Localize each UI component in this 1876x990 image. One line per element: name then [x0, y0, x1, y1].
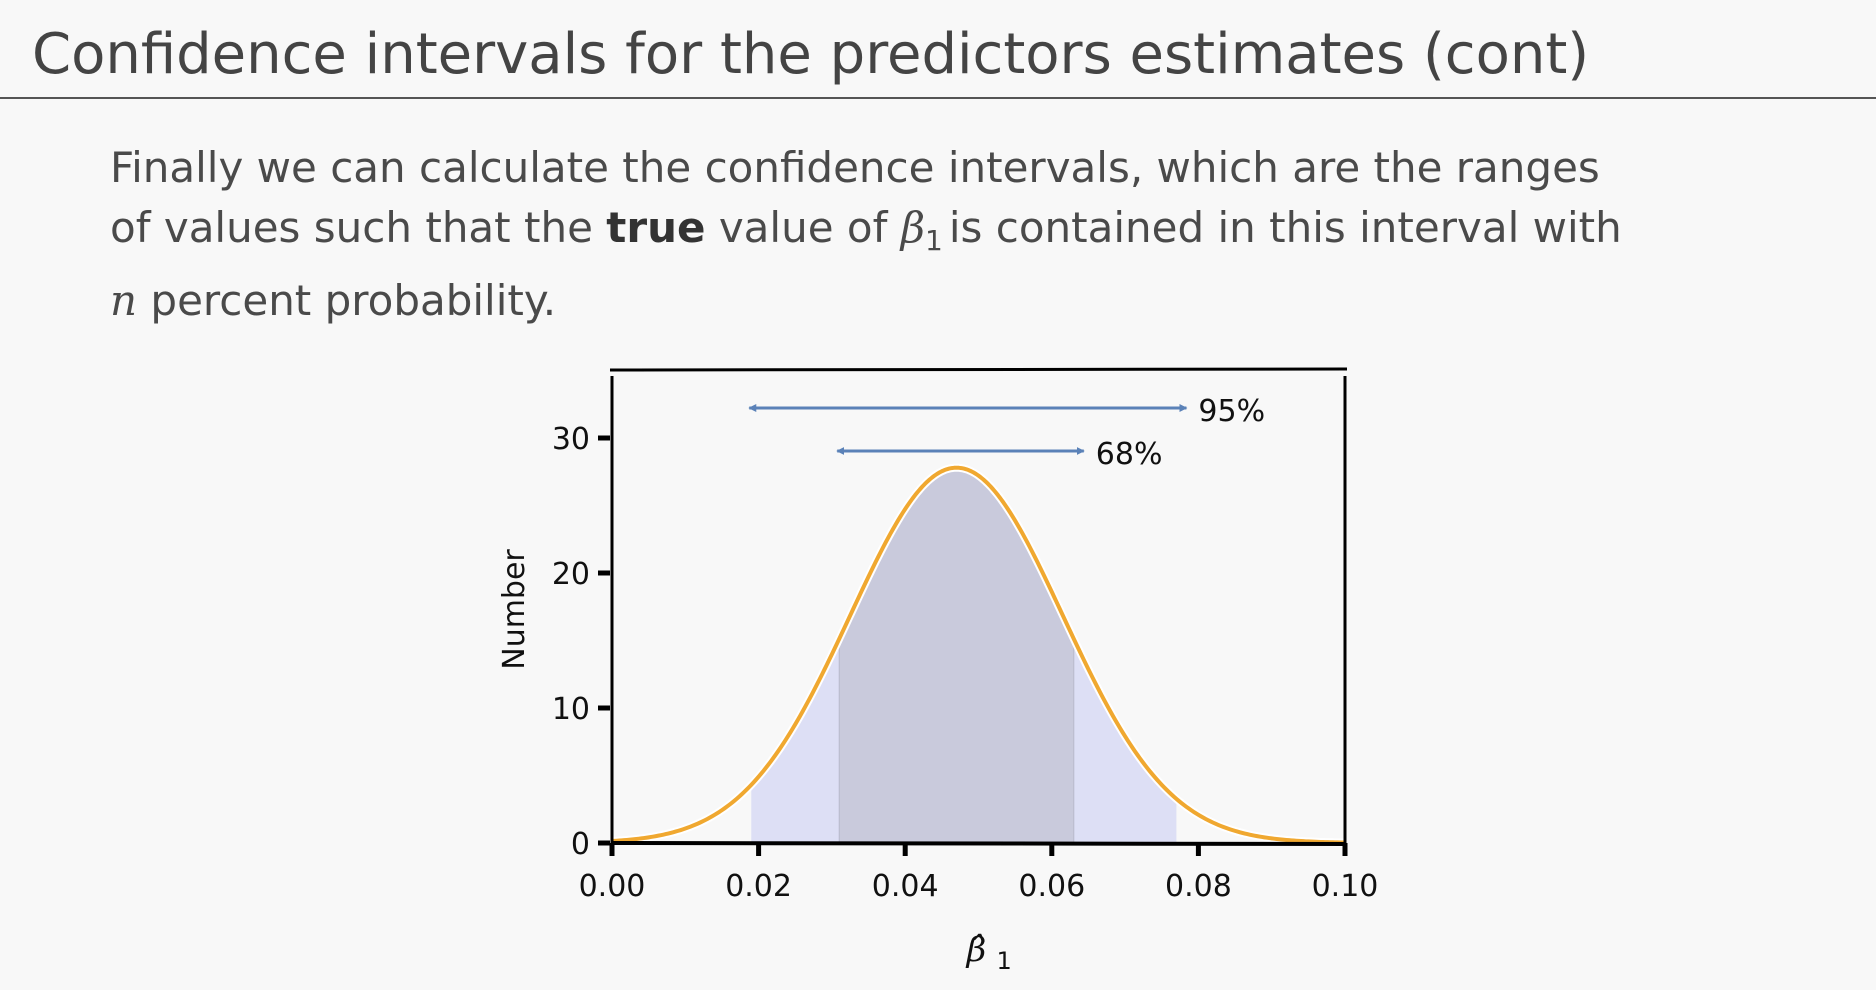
title-divider — [0, 97, 1876, 99]
beta-subscript: 1 — [925, 224, 943, 257]
interval-label-95: 95% — [1198, 394, 1265, 429]
x-tick-label: 0.04 — [872, 869, 939, 904]
x-tick-label: 0.06 — [1018, 869, 1085, 904]
frame-top — [609, 367, 1348, 372]
y-tick-label: 30 — [552, 422, 590, 457]
line2-pre: of values such that the — [110, 203, 607, 252]
x-axis-label: β̂ — [965, 930, 987, 970]
frame-bottom — [611, 841, 1346, 846]
normal-curve — [611, 465, 1346, 845]
paragraph-line-1: Finally we can calculate the confidence … — [110, 143, 1600, 192]
y-axis-label: Number — [497, 549, 532, 670]
y-tick-label: 20 — [552, 557, 590, 592]
y-tick-label: 10 — [552, 692, 590, 727]
x-tick-label: 0.10 — [1312, 869, 1379, 904]
line3-post: percent probability. — [137, 276, 557, 325]
x-axis-label-subscript: 1 — [997, 947, 1012, 975]
body-paragraph: Finally we can calculate the confidence … — [110, 138, 1760, 331]
n-symbol: n — [110, 276, 138, 325]
band-68 — [838, 467, 1075, 844]
paragraph-line-3: n percent probability. — [110, 271, 1760, 331]
x-tick-label: 0.00 — [579, 869, 646, 904]
bold-true: true — [606, 203, 706, 252]
beta-symbol: β — [900, 203, 926, 252]
paragraph-line-2: of values such that the true value of β1… — [110, 198, 1760, 271]
slide-title: Confidence intervals for the predictors … — [32, 22, 1590, 87]
interval-label-68: 68% — [1096, 437, 1163, 472]
x-tick-label: 0.02 — [725, 869, 792, 904]
y-tick-label: 0 — [571, 827, 590, 862]
x-tick-label: 0.08 — [1165, 869, 1232, 904]
line2-post: is contained in this interval with — [948, 203, 1622, 252]
line2-mid: value of — [705, 203, 901, 252]
